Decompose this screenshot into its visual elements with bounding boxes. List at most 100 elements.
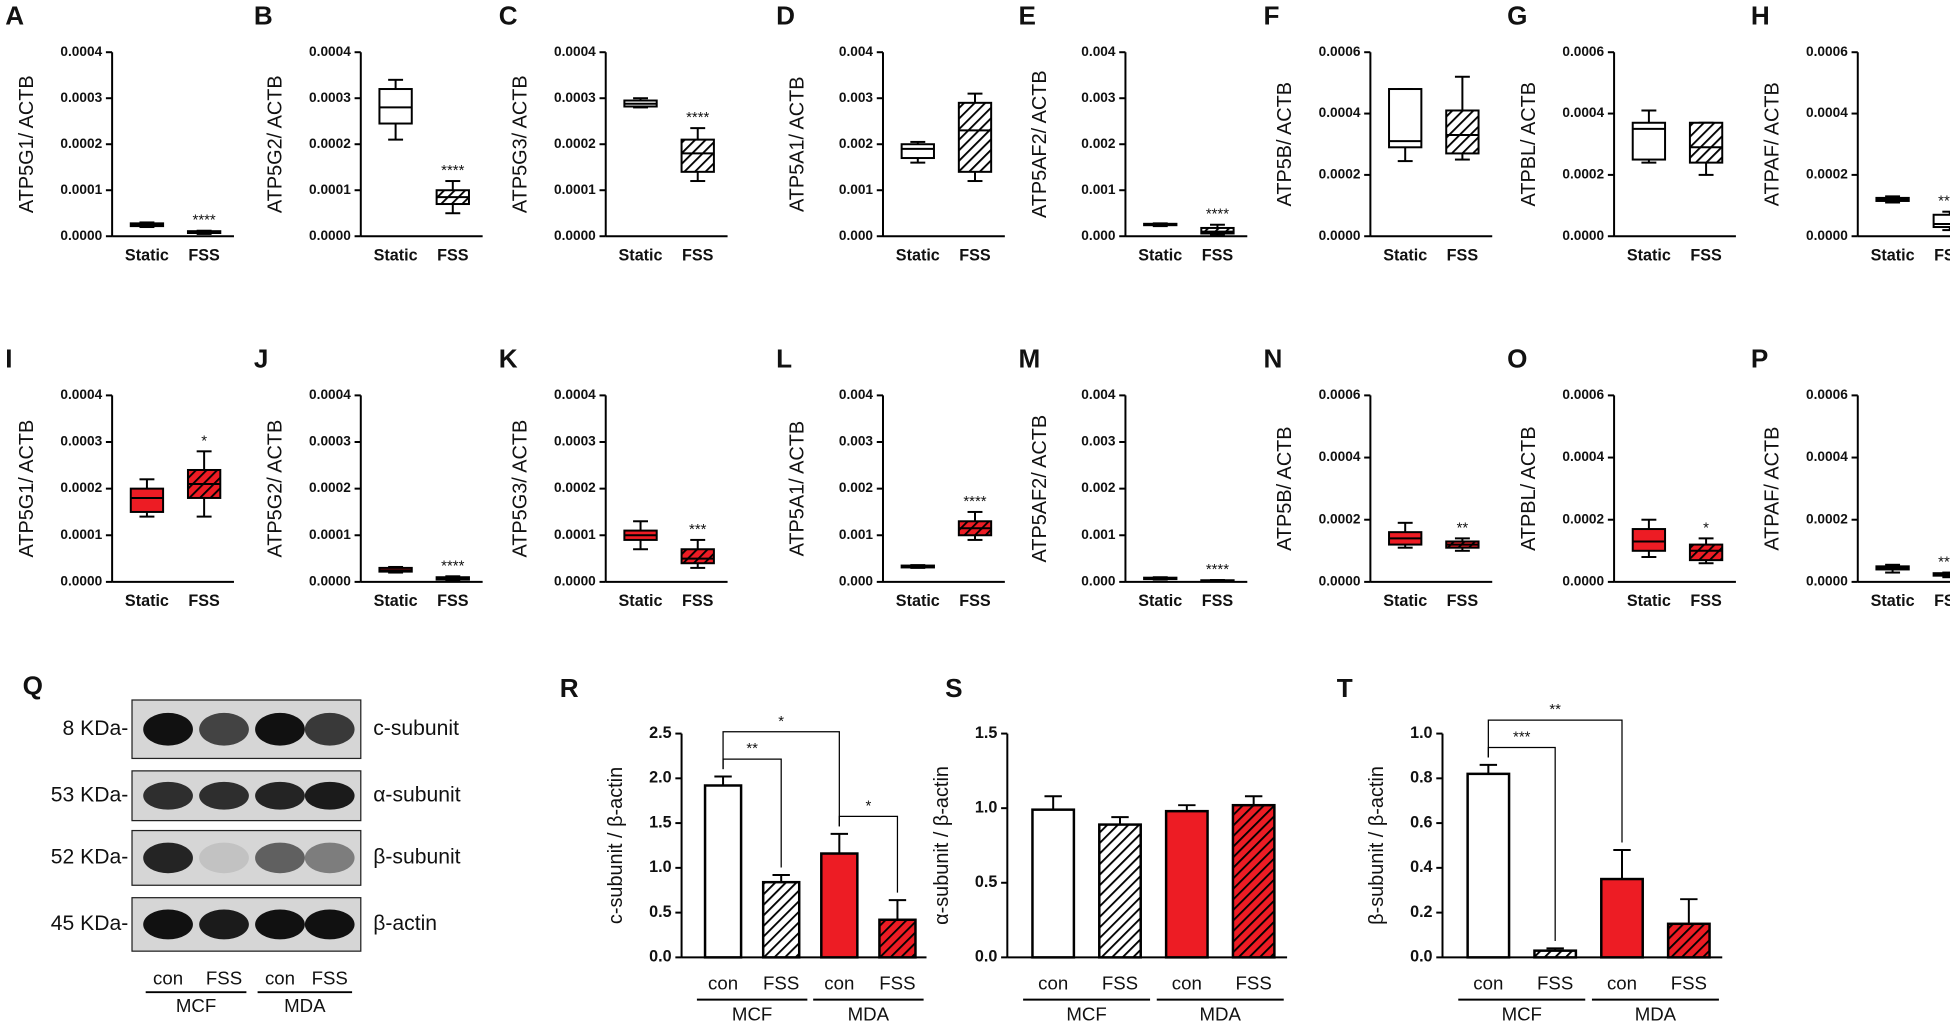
significance: * — [1703, 519, 1709, 536]
x-tick-label: con — [1038, 973, 1068, 994]
y-tick-label: 0.5 — [975, 873, 997, 891]
box — [1932, 213, 1950, 229]
lane-label: FSS — [312, 968, 348, 989]
bar — [1231, 803, 1276, 959]
y-axis-label: ATP5A1/ ACTB — [787, 76, 809, 212]
y-axis-label: α-subunit / β-actin — [931, 766, 953, 925]
y-tick-label: 0.0004 — [554, 44, 596, 59]
y-tick-label: 2.5 — [649, 724, 671, 742]
lane-label: con — [265, 968, 295, 989]
y-axis-label: ATP5A1/ ACTB — [787, 421, 809, 557]
y-tick-label: 0.0002 — [60, 136, 102, 151]
bar — [1533, 949, 1578, 959]
y-axis-label: β-subunit / β-actin — [1366, 766, 1388, 925]
y-axis-label: ATP5G1/ ACTB — [16, 420, 38, 558]
x-tick-label: FSS — [763, 973, 799, 994]
y-tick-label: 1.0 — [1410, 724, 1432, 742]
bracket — [722, 731, 840, 827]
y-tick-label: 0.0004 — [60, 387, 102, 402]
y-tick-label: 0.0001 — [309, 182, 351, 197]
x-tick-label: Static — [374, 592, 418, 610]
box — [680, 548, 715, 565]
protein-label: c-subunit — [373, 717, 459, 740]
x-tick-label: FSS — [1447, 592, 1479, 610]
y-tick-label: 0.004 — [839, 387, 874, 402]
y-tick-label: 0.0000 — [60, 573, 102, 588]
significance: *** — [689, 521, 707, 538]
panel-letter: A — [5, 0, 24, 30]
protein-label: α-subunit — [373, 783, 460, 806]
significance: **** — [686, 109, 709, 126]
band — [143, 842, 193, 874]
y-tick-label: 0.0000 — [309, 228, 351, 243]
x-tick-label: Static — [1871, 246, 1915, 264]
x-tick-label: FSS — [1690, 246, 1722, 264]
y-tick-label: 0.002 — [1081, 480, 1116, 495]
band — [255, 909, 305, 940]
y-tick-label: 1.5 — [649, 813, 671, 831]
y-tick-label: 0.0004 — [309, 387, 351, 402]
x-tick-label: Static — [619, 592, 663, 610]
y-tick-label: 0.0000 — [554, 228, 596, 243]
significance: **** — [1938, 554, 1950, 571]
y-axis-label: c-subunit / β-actin — [605, 767, 627, 924]
y-tick-label: 0.0006 — [1562, 387, 1604, 402]
y-axis-label: ATP5G2/ ACTB — [264, 420, 286, 558]
x-tick-label: FSS — [1671, 973, 1707, 994]
band — [255, 712, 305, 746]
x-tick-label: Static — [896, 592, 940, 610]
y-tick-label: 0.0002 — [1319, 167, 1361, 182]
bar — [1031, 808, 1076, 959]
x-tick-label: FSS — [1690, 592, 1722, 610]
box — [378, 88, 413, 125]
x-tick-label: Static — [1138, 592, 1182, 610]
box — [1688, 543, 1724, 562]
panel-letter: L — [776, 343, 792, 373]
panel-letter: R — [560, 673, 579, 703]
panel-letter: C — [499, 0, 518, 30]
x-tick-label: Static — [125, 246, 169, 264]
panel-letter: S — [945, 673, 962, 703]
bar — [1466, 772, 1511, 959]
y-tick-label: 0.000 — [1081, 228, 1116, 243]
y-tick-label: 0.001 — [839, 527, 874, 542]
y-tick-label: 0.003 — [839, 434, 874, 449]
y-tick-label: 0.0004 — [1319, 449, 1361, 464]
y-tick-label: 0.6 — [1410, 813, 1432, 831]
marker-label: 53 KDa- — [51, 783, 129, 806]
x-tick-label: Static — [125, 592, 169, 610]
y-tick-label: 0.0002 — [1562, 167, 1604, 182]
x-tick-label: con — [1172, 973, 1202, 994]
y-axis-label: ATPAF/ ACTB — [1761, 82, 1783, 206]
x-tick-label: Static — [1383, 592, 1427, 610]
box — [129, 487, 165, 513]
y-tick-label: 0.003 — [839, 90, 874, 105]
panel-letter: J — [254, 343, 269, 373]
bar — [1164, 809, 1209, 959]
y-tick-label: 0.0001 — [554, 527, 596, 542]
panel-letter: M — [1019, 343, 1041, 373]
y-tick-label: 0.001 — [839, 182, 874, 197]
y-tick-label: 0.003 — [1081, 434, 1116, 449]
panel-letter: G — [1507, 0, 1527, 30]
y-tick-label: 0.0000 — [1319, 573, 1361, 588]
panel-letter: N — [1263, 343, 1282, 373]
y-tick-label: 0.000 — [839, 573, 874, 588]
box — [957, 101, 993, 173]
y-tick-label: 0.0000 — [1319, 228, 1361, 243]
x-tick-label: FSS — [1236, 973, 1272, 994]
y-tick-label: 0.2 — [1410, 903, 1432, 921]
x-tick-label: Static — [619, 246, 663, 264]
x-tick-label: FSS — [1934, 592, 1950, 610]
y-tick-label: 0.0 — [649, 948, 671, 966]
marker-label: 52 KDa- — [51, 845, 129, 868]
y-tick-label: 0.0004 — [1562, 449, 1604, 464]
band — [199, 781, 249, 810]
y-tick-label: 0.002 — [839, 480, 874, 495]
band — [255, 842, 305, 874]
panel-letter: H — [1751, 0, 1770, 30]
y-axis-label: ATP5B/ ACTB — [1274, 82, 1296, 206]
x-tick-label: FSS — [188, 592, 220, 610]
panel-letter: P — [1751, 343, 1768, 373]
y-tick-label: 0.0006 — [1319, 44, 1361, 59]
